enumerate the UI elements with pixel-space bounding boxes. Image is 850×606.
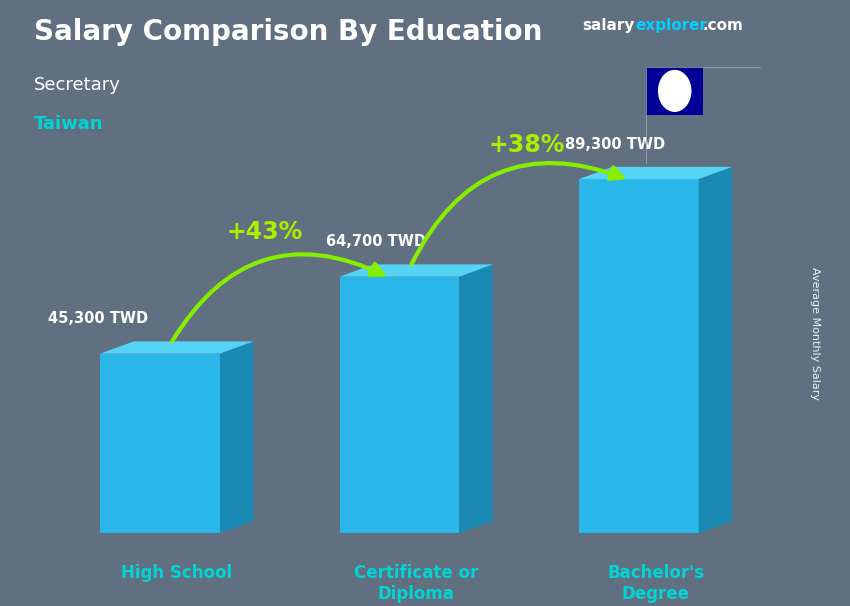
Polygon shape <box>678 102 684 111</box>
Text: +38%: +38% <box>489 133 565 157</box>
Polygon shape <box>683 79 690 86</box>
Polygon shape <box>659 96 666 102</box>
FancyArrowPatch shape <box>172 255 383 341</box>
Text: Certificate or
Diploma: Certificate or Diploma <box>354 564 479 602</box>
Text: +43%: +43% <box>227 220 303 244</box>
Polygon shape <box>678 71 684 80</box>
Text: Taiwan: Taiwan <box>34 115 104 133</box>
Polygon shape <box>579 167 732 179</box>
Text: High School: High School <box>122 564 232 582</box>
Polygon shape <box>220 341 253 533</box>
Text: salary: salary <box>582 18 635 33</box>
Circle shape <box>659 70 691 112</box>
Polygon shape <box>673 68 677 78</box>
Text: Average Monthly Salary: Average Monthly Salary <box>810 267 820 400</box>
Polygon shape <box>683 96 690 102</box>
Polygon shape <box>100 341 253 353</box>
Text: Salary Comparison By Education: Salary Comparison By Education <box>34 18 542 46</box>
Text: 45,300 TWD: 45,300 TWD <box>48 311 148 326</box>
Polygon shape <box>100 353 220 533</box>
Polygon shape <box>459 264 493 533</box>
Text: explorer: explorer <box>636 18 708 33</box>
Polygon shape <box>579 179 699 533</box>
Polygon shape <box>673 104 677 114</box>
Polygon shape <box>666 102 671 111</box>
Text: Bachelor's
Degree: Bachelor's Degree <box>607 564 704 602</box>
Text: 64,700 TWD: 64,700 TWD <box>326 234 426 249</box>
Polygon shape <box>646 67 703 115</box>
Polygon shape <box>340 264 493 277</box>
Polygon shape <box>699 167 732 533</box>
Text: .com: .com <box>702 18 743 33</box>
Polygon shape <box>685 89 693 93</box>
Polygon shape <box>656 89 664 93</box>
FancyArrowPatch shape <box>411 163 622 264</box>
Circle shape <box>668 82 682 99</box>
Polygon shape <box>659 79 666 86</box>
Polygon shape <box>666 71 671 80</box>
Polygon shape <box>340 277 459 533</box>
Text: Secretary: Secretary <box>34 76 121 94</box>
Text: 89,300 TWD: 89,300 TWD <box>565 136 665 152</box>
